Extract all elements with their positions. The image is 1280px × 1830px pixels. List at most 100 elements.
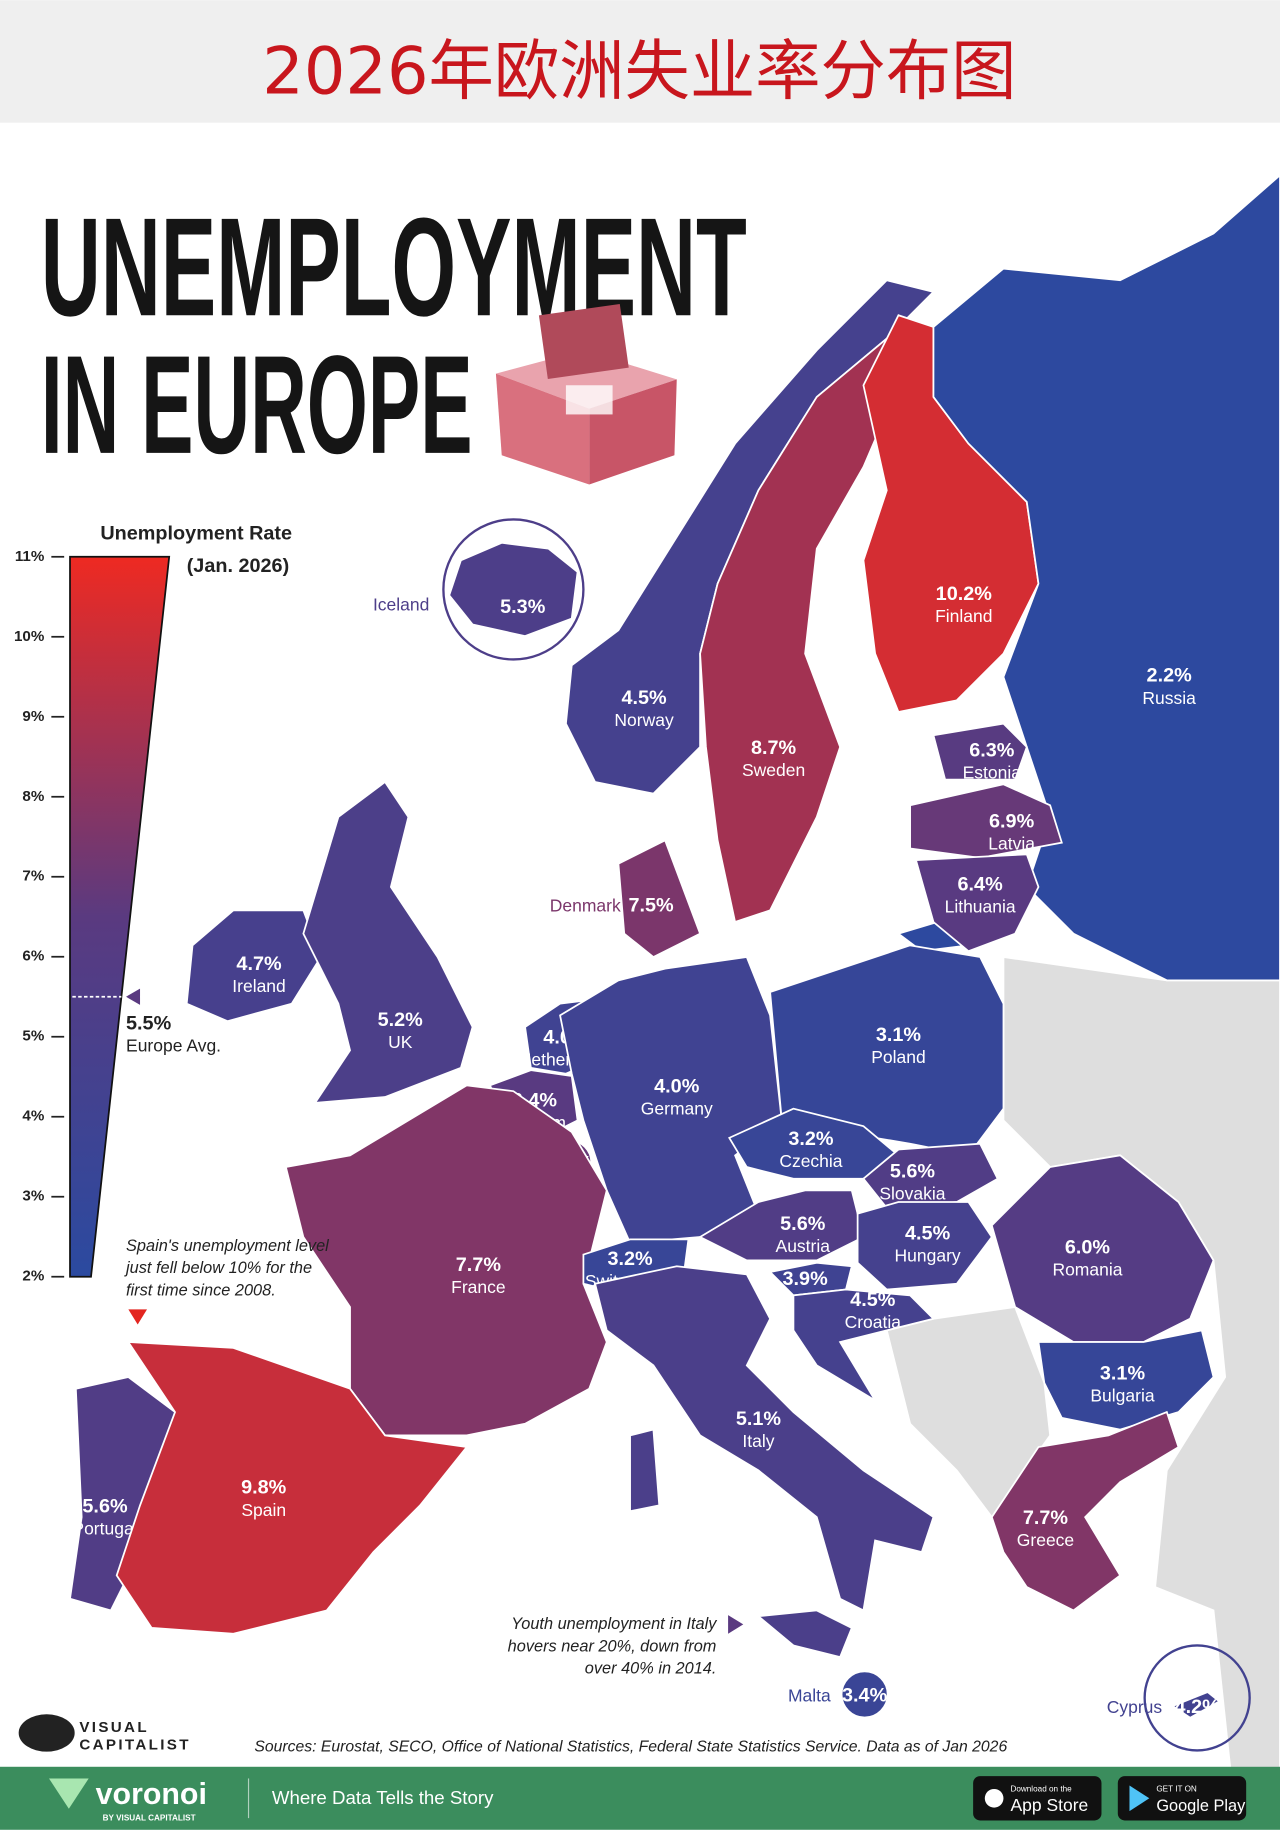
country-name: Slovakia — [879, 1184, 945, 1204]
country: 10.2%Finland — [862, 314, 1040, 713]
country: 3.2%Czechia — [728, 1107, 900, 1180]
country-shape — [768, 1261, 853, 1297]
country: 7.7%Greece — [990, 1410, 1180, 1612]
country-shape — [756, 1609, 853, 1659]
country: 7.5% Denmark — [550, 839, 702, 959]
country: 5.1%Italy — [594, 1265, 935, 1659]
banner-title: 2026年欧洲失业率分布图 — [262, 34, 1016, 110]
country-shape — [909, 783, 1063, 859]
country-shape — [932, 722, 1028, 781]
country-shape — [284, 1084, 608, 1437]
other-land — [885, 1306, 1052, 1519]
tick-label: 5% — [22, 1028, 44, 1045]
logo-text: VISUAL — [79, 1719, 149, 1736]
title-line-1: UNEMPLOYMENT — [41, 188, 747, 345]
value-label: 4.0% — [654, 1075, 700, 1097]
country: 3.1%Poland — [769, 944, 1005, 1157]
country-shape — [115, 1341, 469, 1635]
value-label: 7.7% — [1023, 1507, 1069, 1529]
country-name: UK — [388, 1032, 413, 1052]
country-name: France — [451, 1277, 505, 1297]
value-label: 6.9% — [989, 810, 1035, 832]
country: 3.1%Bulgaria — [1037, 1329, 1215, 1431]
footer-brand: voronoi — [96, 1778, 207, 1811]
country-name: Portugal — [72, 1519, 137, 1539]
country-marker — [840, 1669, 890, 1719]
italy-note: Youth unemployment in Italy hovers near … — [508, 1615, 744, 1677]
app-store-small: Download on the — [1010, 1784, 1072, 1793]
pointer — [128, 1309, 148, 1325]
value-label: 3.9% — [783, 1268, 829, 1290]
country-name: Croatia — [845, 1312, 902, 1332]
google-play-small: GET IT ON — [1156, 1784, 1197, 1793]
value-label: 9.8% — [241, 1477, 287, 1499]
value-label: 5.6% — [82, 1495, 128, 1517]
value-label: 5.2% — [378, 1009, 424, 1031]
app-store-button[interactable] — [973, 1776, 1102, 1821]
country-name: Spain — [241, 1500, 286, 1520]
value-label: 3.1% — [876, 1024, 922, 1046]
country: 5.3% Iceland — [373, 518, 585, 661]
spain-note: Spain's unemployment level just fell bel… — [124, 1237, 329, 1325]
country: 8.7%Sweden — [699, 337, 900, 924]
play-icon — [1129, 1785, 1150, 1812]
tick-label: 8% — [22, 788, 44, 805]
value-label: 3.4% — [842, 1684, 888, 1706]
value-label: 8.7% — [751, 737, 797, 759]
color-ramp — [69, 555, 171, 1278]
value-label: 5.1% — [736, 1408, 782, 1430]
callout-ring — [442, 518, 585, 661]
vc-logo: VISUAL CAPITALIST — [18, 1714, 190, 1753]
country-shape — [1037, 1329, 1215, 1431]
tick-label: 4% — [22, 1108, 44, 1125]
logo-text: CAPITALIST — [79, 1736, 190, 1753]
value-label: 4.2% — [1175, 1696, 1221, 1718]
country: 3.4% Malta — [788, 1669, 890, 1719]
value-label: 3.2% — [788, 1128, 834, 1150]
value-label: 10.2% — [936, 583, 993, 605]
tick-label: 6% — [22, 948, 44, 965]
country-name: Estonia — [963, 762, 1022, 782]
annotation: over 40% in 2014. — [585, 1659, 717, 1677]
country-shape — [629, 1428, 661, 1513]
tick-label: 10% — [14, 628, 45, 645]
footer-by: BY VISUAL CAPITALIST — [103, 1813, 196, 1822]
country: 4.7%Ireland — [185, 909, 322, 1023]
country-name: Norway — [614, 710, 674, 730]
google-play-button[interactable] — [1117, 1776, 1247, 1821]
annotation: Spain's unemployment level — [126, 1237, 329, 1255]
sources: Sources: Eurostat, SECO, Office of Natio… — [254, 1739, 1007, 1756]
country-shape — [792, 1288, 936, 1402]
country-shape — [448, 541, 579, 638]
annotation: first time since 2008. — [126, 1281, 276, 1299]
average-marker — [126, 988, 141, 1005]
country-name: Russia — [1142, 688, 1196, 708]
country-shape — [914, 853, 1040, 953]
country-shape — [699, 337, 900, 924]
country-name: Czechia — [779, 1151, 842, 1171]
value-label: 3.2% — [607, 1248, 653, 1270]
country: 4.0%Germany — [559, 956, 783, 1244]
legend-subtitle: (Jan. 2026) — [187, 555, 290, 577]
country: 5.2%UK — [302, 780, 474, 1104]
tick-label: 3% — [22, 1188, 44, 1205]
value-label: 6.3% — [969, 739, 1015, 761]
value-label: 5.6% — [780, 1213, 826, 1235]
country: 6.9%Latvia — [909, 783, 1063, 859]
country-shape — [990, 1154, 1215, 1343]
country-name: Sweden — [742, 760, 805, 780]
country-name: Ireland — [232, 976, 286, 996]
footer: voronoi BY VISUAL CAPITALIST Where Data … — [0, 1766, 1280, 1830]
country-name: Cyprus — [1107, 1697, 1163, 1717]
country-name: Denmark — [550, 895, 621, 915]
value-label: 4.5% — [621, 687, 667, 709]
country-name: Finland — [935, 606, 992, 626]
country: 6.3%Estonia — [932, 722, 1028, 782]
value-label: 4.7% — [236, 953, 282, 975]
country-shape — [559, 956, 783, 1244]
legend-title: Unemployment Rate — [100, 522, 292, 544]
country-shape — [617, 839, 702, 959]
annotation: just fell below 10% for the — [124, 1259, 312, 1277]
app-store-label: App Store — [1010, 1795, 1088, 1815]
value-label: 7.5% — [628, 894, 674, 916]
